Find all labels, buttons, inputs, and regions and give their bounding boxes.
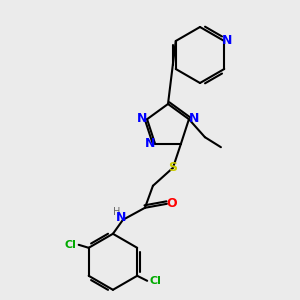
Text: S: S — [168, 161, 177, 174]
Text: Cl: Cl — [149, 276, 161, 286]
Text: N: N — [189, 112, 199, 125]
Text: N: N — [116, 211, 126, 224]
Text: O: O — [167, 197, 177, 210]
Text: N: N — [145, 137, 155, 150]
Text: Cl: Cl — [65, 240, 76, 250]
Text: H: H — [113, 207, 121, 217]
Text: N: N — [222, 34, 232, 47]
Text: N: N — [137, 112, 147, 125]
